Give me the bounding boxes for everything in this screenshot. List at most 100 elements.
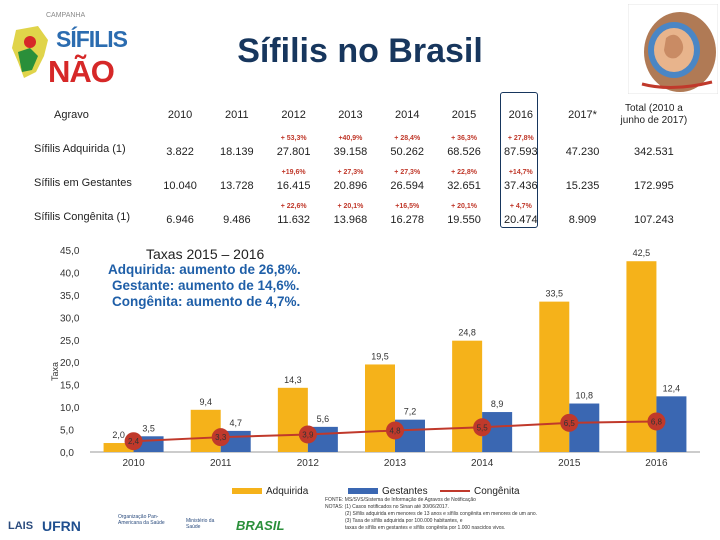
- cell-value: 19.550: [447, 214, 481, 226]
- table-cell: + 36,3% 68.526: [436, 132, 493, 166]
- table-header: 2012: [281, 109, 306, 121]
- cell-value: 18.139: [220, 146, 254, 158]
- data-label: 8,9: [491, 399, 504, 409]
- footnote-note: taxas de sífilis em gestantes e sífilis …: [345, 525, 506, 531]
- rates-chart: 0,0 5,0 10,0 15,0 20,0 25,0 30,0 35,0 40,0 45,0 Ta…: [50, 246, 700, 469]
- cell-value: 172.995: [634, 180, 674, 192]
- cell-value: 342.531: [634, 146, 674, 158]
- legend-swatch: [440, 490, 470, 493]
- table-cell: 107.243: [616, 200, 692, 234]
- table-cell: + 53,3% 27.801: [265, 132, 322, 166]
- cell-value: 11.632: [277, 214, 311, 226]
- data-label: 12,4: [663, 383, 681, 393]
- table-cell: 13.728: [208, 166, 265, 200]
- data-label: 3,9: [302, 430, 314, 439]
- table-cell: +14,7% 37.436: [492, 166, 549, 200]
- change-label: +40,9%: [338, 135, 363, 142]
- table-header: 2013: [338, 109, 363, 121]
- table-cell: 9.486: [208, 200, 265, 234]
- table-header: 2017*: [568, 109, 597, 121]
- cell-value: 13.968: [333, 214, 368, 226]
- table-cell: + 27,3% 26.594: [379, 166, 436, 200]
- x-tick-label: 2013: [384, 458, 407, 469]
- data-label: 4,8: [389, 426, 401, 435]
- table-cell: 10.040: [152, 166, 209, 200]
- x-tick-label: 2016: [645, 458, 668, 469]
- table-cell: + 27,8% 87.593: [492, 132, 549, 166]
- table-cell: + 22,8% 32.651: [436, 166, 493, 200]
- data-label: 9,4: [199, 397, 212, 407]
- cases-table: Agravo 2010 2011 2012 2013 2014 2015 201…: [32, 98, 692, 234]
- ministerio-logo: Ministério da Saúde: [186, 518, 215, 530]
- table-header: 2016: [508, 109, 534, 121]
- data-label: 6,5: [564, 419, 576, 428]
- data-label: 14,3: [284, 375, 302, 385]
- highlight-2016-column: [500, 92, 538, 228]
- table-cell: + 20,1% 13.968: [322, 200, 379, 234]
- cell-value: 107.243: [634, 214, 674, 226]
- table-cell: 15.235: [549, 166, 616, 200]
- cell-value: 20.474: [503, 214, 538, 226]
- change-label: + 22,6%: [280, 203, 307, 210]
- y-tick-label: 5,0: [60, 426, 74, 437]
- y-tick-label: 30,0: [60, 313, 80, 324]
- table-cell: +19,6% 16.415: [265, 166, 322, 200]
- table-row: Sífilis Adquirida (1) 3.822 18.139 + 53,3% 2…: [32, 132, 692, 166]
- table-header: 2014: [394, 109, 420, 121]
- data-label: 4,7: [229, 418, 242, 428]
- line-point: [473, 418, 492, 437]
- cell-value: 16.278: [390, 214, 425, 226]
- opas-logo: Organização Pan-Americana da Saúde: [118, 514, 165, 526]
- line-point: [124, 432, 143, 451]
- table-header: 2010: [167, 109, 193, 121]
- lais-logo: LAIS: [8, 520, 34, 532]
- chart-labels: 2,0 9,4 14,3 19,5 24,8 33,5 42,5 3,5 4,7 5,6 7,2 8,…: [112, 248, 680, 446]
- legend-label: Gestantes: [382, 486, 428, 497]
- logo-campaign-text: CAMPANHA: [46, 12, 86, 19]
- cell-value: 27.801: [276, 146, 311, 158]
- y-axis-label: Taxa: [50, 362, 60, 381]
- chart-line: [124, 412, 666, 451]
- cell-value: 68.526: [447, 146, 481, 158]
- change-label: + 27,8%: [507, 135, 534, 142]
- x-tick-label: 2010: [122, 458, 145, 469]
- x-tick-label: 2015: [558, 458, 581, 469]
- annotation-line: Gestante: aumento de 14,6%.: [112, 278, 300, 293]
- data-label: 3,5: [142, 423, 155, 433]
- brasil-logo: BRASIL: [236, 518, 285, 533]
- line-point: [298, 425, 317, 444]
- table-cell: 18.139: [208, 132, 265, 166]
- cell-value: 87.593: [503, 146, 538, 158]
- cell-value: 16.415: [276, 180, 311, 192]
- table-cell: + 4,7% 20.474: [492, 200, 549, 234]
- x-tick-label: 2011: [210, 458, 232, 469]
- change-label: + 53,3%: [280, 135, 307, 142]
- y-tick-label: 0,0: [60, 448, 74, 459]
- data-label: 2,0: [112, 430, 125, 440]
- pregnant-woman-illustration: [628, 4, 718, 94]
- bar-adquirida: [365, 364, 395, 452]
- data-label: 5,5: [477, 423, 489, 432]
- cell-value: 13.728: [220, 180, 254, 192]
- row-label: Sífilis Adquirida (1): [34, 143, 126, 155]
- change-label: +16,5%: [395, 203, 420, 210]
- table-cell: + 20,1% 19.550: [436, 200, 493, 234]
- cell-value: 8.909: [568, 214, 597, 226]
- campaign-logo: CAMPANHA SÍFILIS NÃO: [8, 8, 128, 90]
- line-point: [647, 412, 666, 431]
- line-point: [560, 413, 579, 432]
- bar-adquirida: [277, 387, 308, 452]
- annotation-heading: Taxas 2015 – 2016: [146, 246, 265, 262]
- bar-adquirida: [452, 340, 483, 452]
- chart-bars: [103, 261, 687, 452]
- y-tick-label: 15,0: [60, 381, 80, 392]
- change-label: + 27,3%: [394, 169, 421, 176]
- y-tick-label: 45,0: [60, 246, 80, 257]
- y-tick-label: 25,0: [60, 336, 80, 347]
- cell-value: 50.262: [390, 146, 425, 158]
- table-cell: + 27,3% 20.896: [322, 166, 379, 200]
- footnote-note: (2) Sífilis adquirida em menores de 13 a…: [345, 511, 538, 517]
- x-tick-label: 2012: [297, 458, 320, 469]
- legend-swatch: [348, 488, 378, 495]
- data-label: 7,2: [404, 407, 417, 417]
